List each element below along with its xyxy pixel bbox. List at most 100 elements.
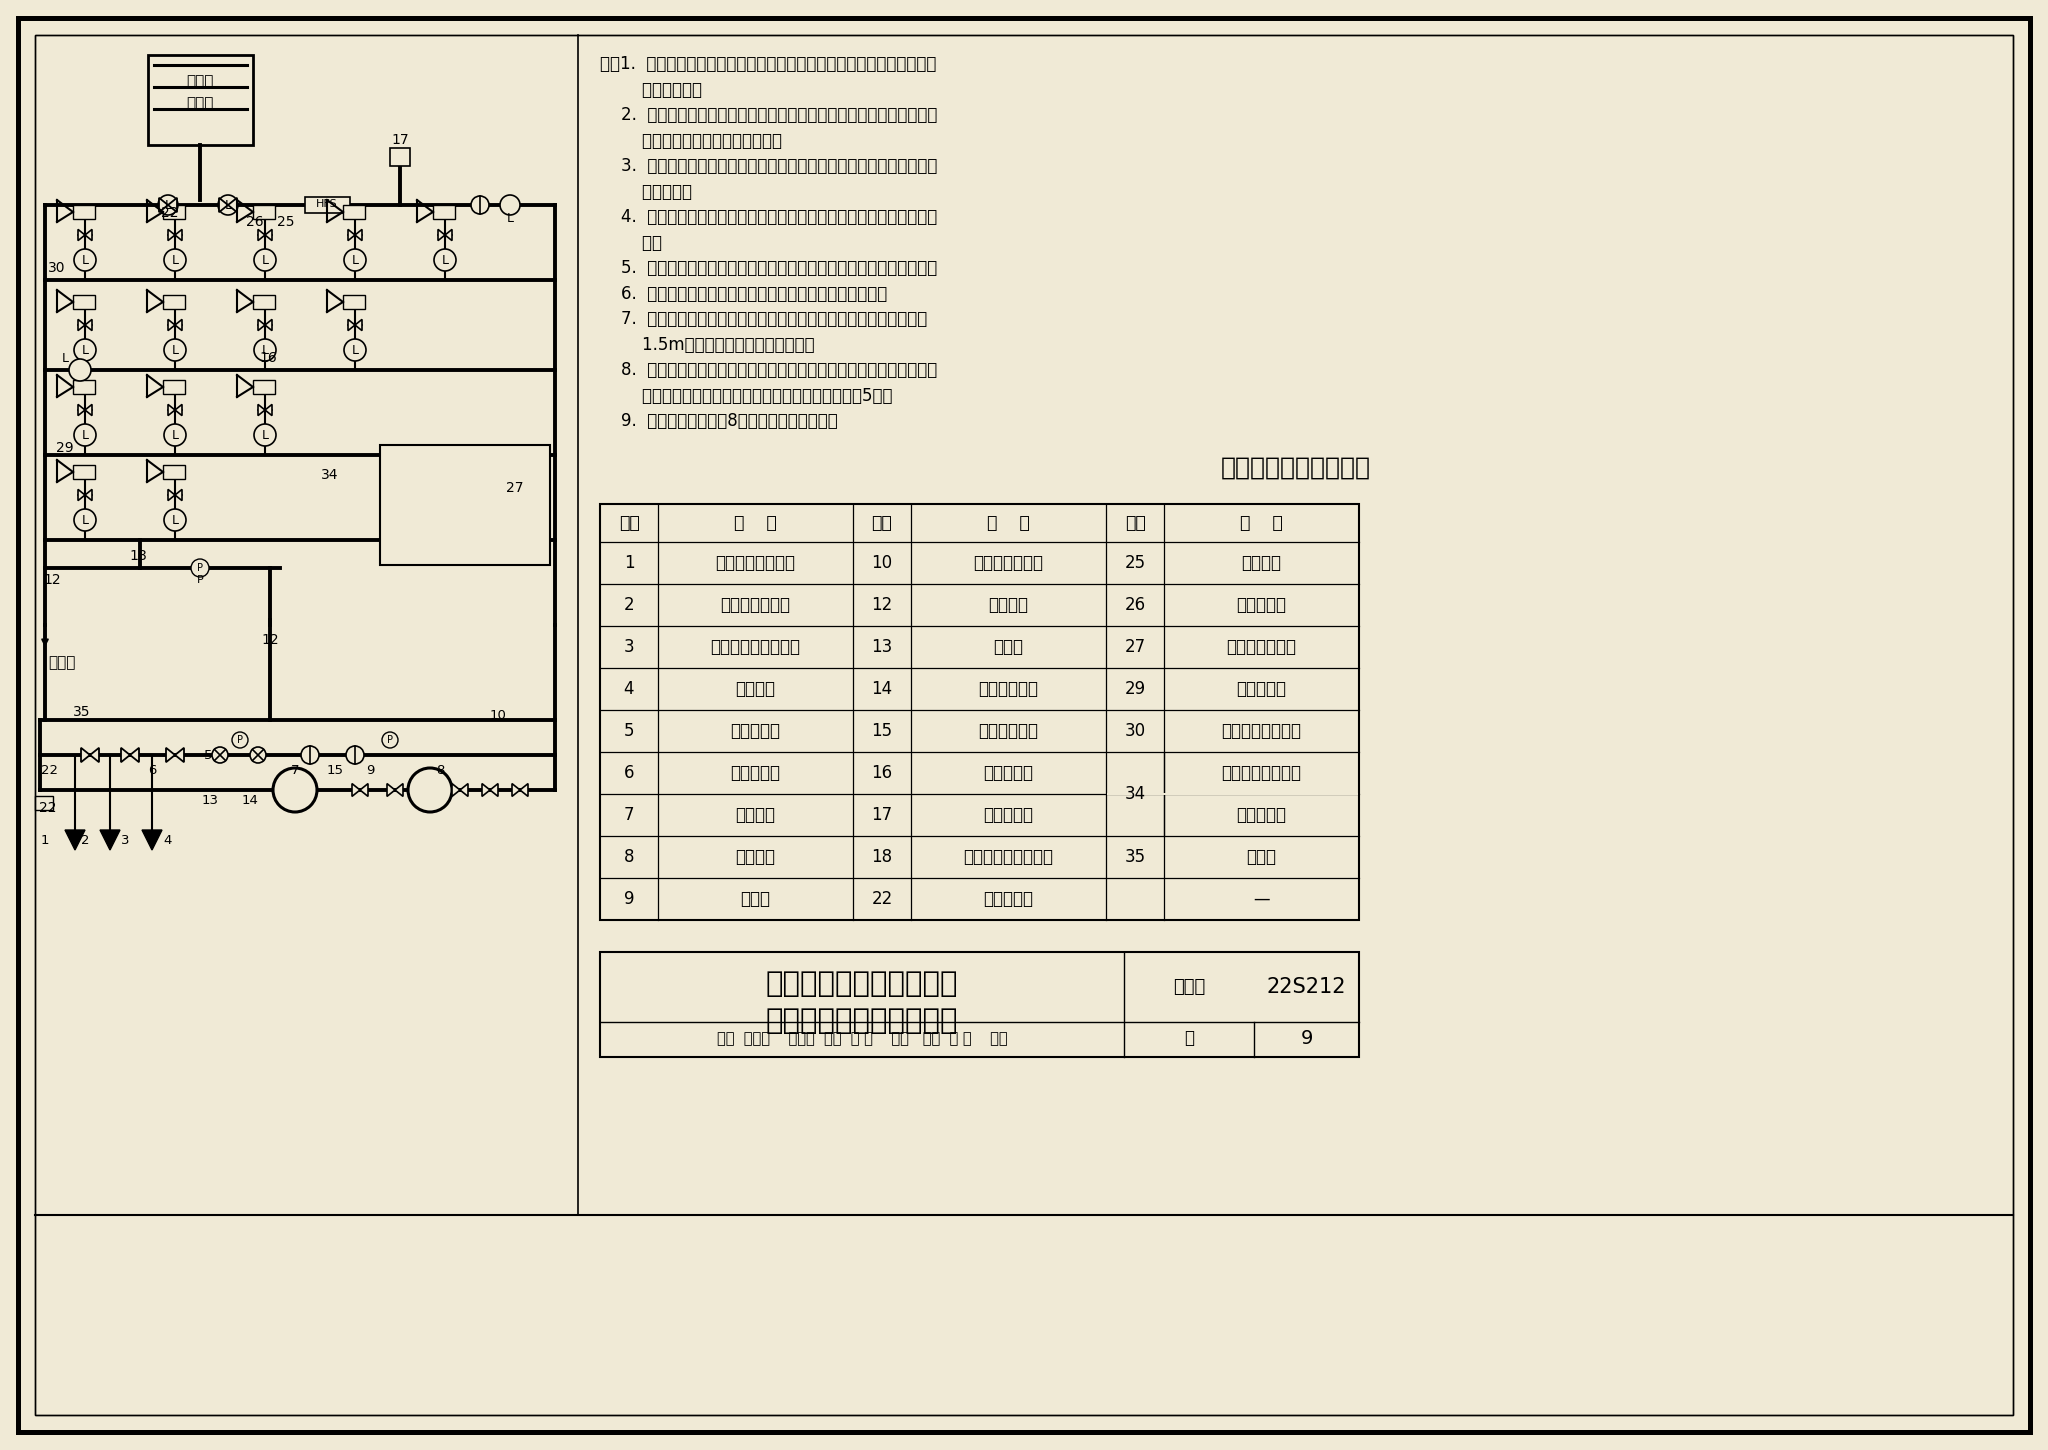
Text: P: P: [197, 563, 203, 573]
Text: 8: 8: [625, 847, 635, 866]
Polygon shape: [174, 319, 182, 331]
Bar: [305, 197, 350, 213]
Circle shape: [74, 339, 96, 361]
Polygon shape: [512, 783, 520, 796]
Text: 4: 4: [164, 834, 172, 847]
Text: 2.  自动消防炮灭火系统和喷射型自动射流灭火系统每台灭火装置之前: 2. 自动消防炮灭火系统和喷射型自动射流灭火系统每台灭火装置之前: [600, 106, 938, 125]
Bar: [254, 294, 274, 309]
Polygon shape: [461, 783, 469, 796]
Text: 1: 1: [41, 834, 49, 847]
Circle shape: [74, 423, 96, 447]
Text: 2: 2: [80, 834, 90, 847]
Text: 14: 14: [872, 680, 893, 697]
Text: 35: 35: [1124, 847, 1145, 866]
Text: 液位传感器: 液位传感器: [983, 889, 1034, 908]
Bar: [381, 445, 551, 566]
Polygon shape: [395, 783, 403, 796]
Text: L: L: [262, 254, 268, 267]
Polygon shape: [219, 197, 227, 212]
Text: P: P: [238, 735, 244, 745]
Text: 13: 13: [870, 638, 893, 655]
Text: 自动消防炮及喷射型系统: 自动消防炮及喷射型系统: [766, 970, 958, 998]
Bar: [164, 380, 184, 394]
Circle shape: [383, 732, 397, 748]
Text: 管网示意图（水箱稳压）: 管网示意图（水箱稳压）: [766, 1008, 958, 1035]
Text: 16: 16: [260, 351, 276, 365]
Text: 29: 29: [1124, 680, 1145, 697]
Text: 7: 7: [625, 806, 635, 824]
Text: 12: 12: [43, 573, 61, 587]
Polygon shape: [489, 783, 498, 796]
Text: 水锤消除器（选用）: 水锤消除器（选用）: [963, 847, 1053, 866]
Bar: [389, 148, 410, 165]
Polygon shape: [174, 748, 184, 763]
Polygon shape: [354, 319, 362, 331]
Polygon shape: [258, 319, 264, 331]
Text: 35: 35: [74, 705, 90, 719]
Circle shape: [164, 423, 186, 447]
Bar: [74, 204, 94, 219]
Text: L: L: [82, 429, 88, 441]
Polygon shape: [86, 319, 92, 331]
Text: 17: 17: [391, 133, 410, 146]
Polygon shape: [360, 783, 369, 796]
Circle shape: [500, 194, 520, 215]
Text: 22: 22: [41, 764, 59, 777]
Text: 模拟末端试水装置: 模拟末端试水装置: [1221, 722, 1300, 740]
Text: 22: 22: [870, 889, 893, 908]
Text: 9: 9: [367, 764, 375, 777]
Text: P: P: [197, 576, 203, 584]
Text: 吸水喇叭口及支座: 吸水喇叭口及支座: [715, 554, 795, 571]
Polygon shape: [174, 229, 182, 241]
Text: 水锤消除止回阀: 水锤消除止回阀: [973, 554, 1044, 571]
Bar: [432, 204, 455, 219]
Circle shape: [74, 249, 96, 271]
Bar: [35, 796, 53, 811]
Text: 26: 26: [1124, 596, 1145, 613]
Text: 18: 18: [129, 550, 147, 563]
Text: L: L: [352, 344, 358, 357]
Text: 名    称: 名 称: [733, 513, 776, 532]
Text: 3: 3: [625, 638, 635, 655]
Polygon shape: [264, 319, 272, 331]
Bar: [74, 380, 94, 394]
Polygon shape: [82, 748, 90, 763]
Polygon shape: [141, 829, 162, 850]
Polygon shape: [129, 748, 139, 763]
Text: 电动阀: 电动阀: [1247, 847, 1276, 866]
Text: 8: 8: [436, 764, 444, 777]
Text: 6.  模拟末端试水装置宜安装在便于进行操作测试的地方。: 6. 模拟末端试水装置宜安装在便于进行操作测试的地方。: [600, 284, 887, 303]
Polygon shape: [168, 229, 174, 241]
Text: L: L: [172, 344, 178, 357]
Text: L: L: [506, 212, 514, 225]
Text: 13: 13: [201, 793, 219, 806]
Polygon shape: [264, 229, 272, 241]
Text: 14: 14: [242, 793, 258, 806]
Text: 4.  每个防护区的管网最不利点处应设模拟末端试水装置，并应便于排: 4. 每个防护区的管网最不利点处应设模拟末端试水装置，并应便于排: [600, 207, 938, 226]
Text: 流指示器。: 流指示器。: [600, 183, 692, 200]
Circle shape: [254, 423, 276, 447]
Bar: [342, 204, 365, 219]
Polygon shape: [520, 783, 528, 796]
Text: L: L: [82, 254, 88, 267]
Text: 型灭火装置: 型灭火装置: [1237, 806, 1286, 824]
Text: 25: 25: [1124, 554, 1145, 571]
Text: 9: 9: [625, 889, 635, 908]
Polygon shape: [387, 783, 395, 796]
Bar: [342, 294, 365, 309]
Text: 6: 6: [625, 764, 635, 782]
Text: 管道过滤器（选用）: 管道过滤器（选用）: [711, 638, 801, 655]
Text: 系统设备及部件编号表: 系统设备及部件编号表: [1221, 455, 1370, 480]
Polygon shape: [348, 319, 354, 331]
Text: 置稳压装置。: 置稳压装置。: [600, 81, 702, 99]
Text: 16: 16: [872, 764, 893, 782]
Polygon shape: [174, 405, 182, 416]
Circle shape: [164, 249, 186, 271]
Circle shape: [344, 339, 367, 361]
Text: HFS: HFS: [315, 199, 338, 209]
Polygon shape: [348, 229, 354, 241]
Text: 22S212: 22S212: [1268, 976, 1346, 996]
Circle shape: [254, 339, 276, 361]
Bar: [74, 294, 94, 309]
Text: 9: 9: [1300, 1030, 1313, 1048]
